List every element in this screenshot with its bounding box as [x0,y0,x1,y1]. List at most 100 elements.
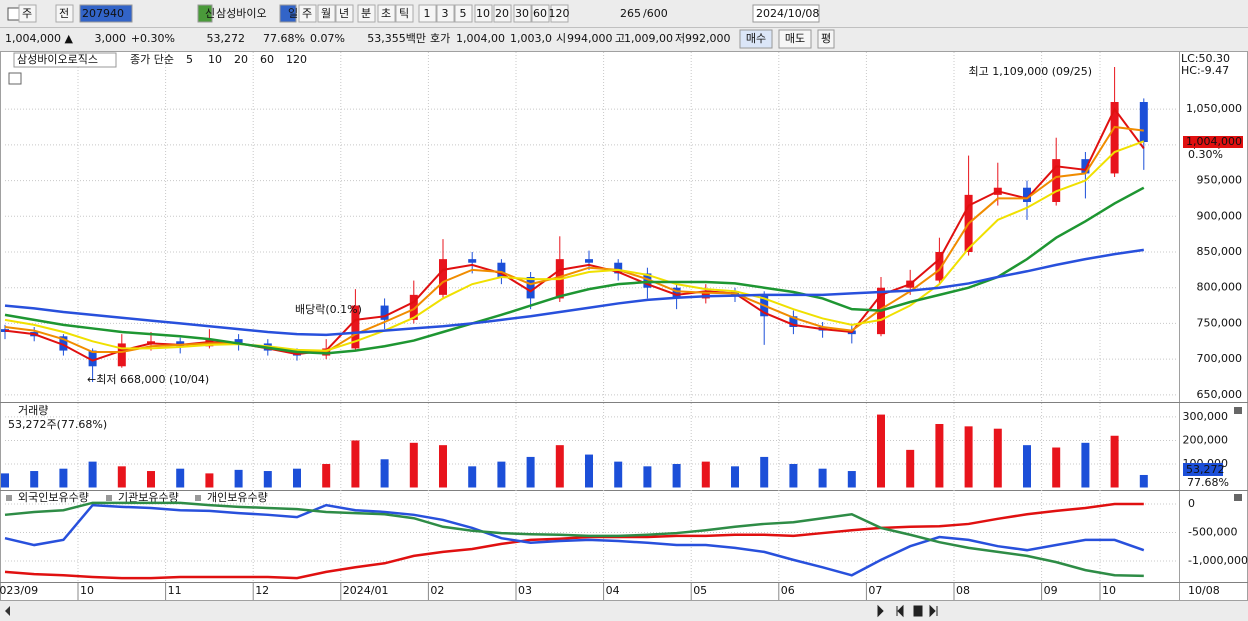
panel-close[interactable] [1234,494,1242,501]
toolbar-text[interactable]: 20 [495,7,509,20]
toolbar-text[interactable]: 주 [302,7,312,20]
toolbar-button[interactable] [454,4,473,23]
menu-icon[interactable] [7,7,21,21]
y-tick-label: 850,000 [1197,245,1243,258]
candle-body [701,291,710,299]
last-price-box [1183,136,1243,148]
toolbar-text[interactable]: 1 [424,7,431,20]
candle-body [234,339,243,344]
toolbar-button[interactable] [513,4,532,23]
toolbar-field[interactable] [279,4,297,23]
toolbar-text[interactable]: 60 [533,7,547,20]
toolbar-text[interactable]: 10 [476,7,490,20]
candle-body [497,262,506,277]
toolbar-button[interactable] [55,4,74,23]
toolbar-text[interactable]: 전 [59,7,69,20]
toolbar-text[interactable]: 틱 [399,7,409,20]
panel-title: 거래량 [18,404,48,417]
trade-button[interactable] [817,29,835,49]
trade-button[interactable] [778,29,812,49]
y-tick-label: 750,000 [1197,316,1243,329]
y-tick-label: 950,000 [1197,174,1243,187]
toolbar-field[interactable] [79,4,133,23]
toolbar-text[interactable]: /600 [643,7,668,20]
toolbar-text[interactable]: 5 [460,7,467,20]
volume-bar [1110,435,1119,488]
toolbar-field[interactable] [197,4,213,23]
candle-body [585,259,593,263]
toolbar-text[interactable]: 일 [288,6,298,20]
legend-swatch [195,495,201,501]
scrollbar[interactable] [0,601,1248,621]
volume-bar [1023,445,1031,488]
toolbar-text[interactable]: 월 [321,7,331,20]
toolbar-text[interactable]: 삼성바이오 [216,7,267,20]
toolbar-button[interactable] [550,4,569,23]
panel-close[interactable] [1234,407,1242,414]
toolbar-button[interactable] [436,4,455,23]
candle-body [1139,102,1148,142]
candle-body [88,350,97,367]
toolbar-button[interactable] [474,4,493,23]
candle-body [614,262,623,274]
quote-text: 53,355백만 [367,32,426,45]
y-tick-label: 0 [1188,497,1195,510]
title-box [13,52,117,68]
toolbar-text[interactable]: 주 [22,7,32,20]
toolbar-text[interactable]: 120 [549,7,570,20]
toolbar-button[interactable] [298,4,317,23]
toolbar-button[interactable] [377,4,396,23]
volume-bar [818,468,827,488]
quote-text[interactable]: 매수 [746,32,766,45]
legend-entry: 60 [260,53,274,66]
toolbar-button[interactable] [395,4,414,23]
toolbar-text[interactable]: 신 [205,7,215,20]
toolbar-button[interactable] [493,4,512,23]
x-tick-label: 2023/09 [0,584,38,597]
toolbar-text[interactable]: 207940 [82,7,124,20]
annotation-high: 최고 1,109,000 (09/25) [969,65,1093,78]
toolbar-button[interactable] [18,4,37,23]
toolbar-text[interactable]: 265 [620,7,641,20]
volume-bar [847,471,856,488]
quote-text: 77.68% [263,32,305,45]
toolbar-button[interactable] [531,4,550,23]
toolbar-text[interactable]: 30 [515,7,529,20]
volume-bar [760,456,769,488]
volume-bar [117,466,126,488]
x-tick-label: 02 [430,584,444,597]
quote-text: 1,003,0 [510,32,552,45]
toolbar-button[interactable] [335,4,354,23]
volume-bar [205,473,214,488]
toolbar-field[interactable] [752,4,820,23]
quote-text: 1,009,00 [624,32,673,45]
toolbar-button[interactable] [357,4,376,23]
annotation-low: ←최저 668,000 (10/04) [87,373,209,386]
candle-body [409,294,418,320]
volume-bar [1139,474,1148,488]
toolbar-text[interactable]: 년 [339,7,349,20]
volume-bar [468,466,477,488]
x-tick-label: 07 [868,584,882,597]
x-tick-label: 09 [1044,584,1058,597]
toolbar-text[interactable]: 2024/10/08 [756,7,819,20]
toolbar-text[interactable]: 초 [381,7,391,20]
quote-text[interactable]: 매도 [785,32,805,45]
volume-bar [322,463,331,488]
legend-label: 기관보유수량 [118,491,179,504]
toolbar-button[interactable] [317,4,336,23]
quote-text[interactable]: 평 [821,32,831,45]
trade-button[interactable] [739,29,773,49]
nav-buttons[interactable] [877,604,938,618]
last-ratio: 77.68% [1187,476,1229,489]
x-tick-label: 11 [168,584,182,597]
scroll-left[interactable] [5,606,10,616]
table-icon[interactable] [8,72,22,85]
legend-entry: 120 [286,53,307,66]
toolbar-button[interactable] [418,4,437,23]
volume-bar [351,440,360,488]
toolbar-text[interactable]: 분 [361,7,371,20]
toolbar-text[interactable]: 3 [442,7,449,20]
candle-body [1110,102,1119,174]
y-tick-label: -500,000 [1188,525,1237,538]
